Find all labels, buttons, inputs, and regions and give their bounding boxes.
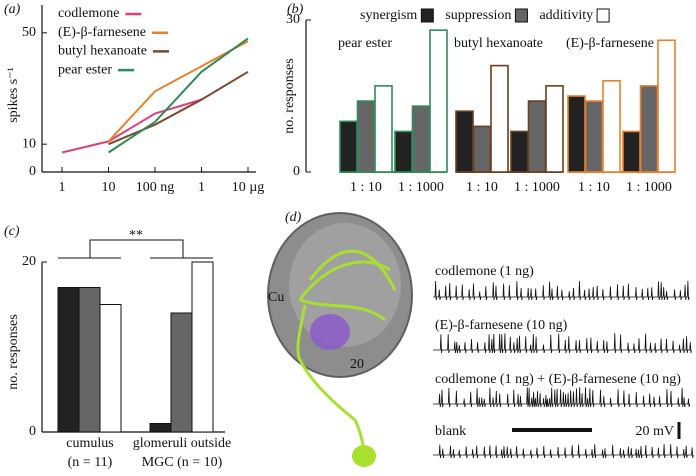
bar	[545, 85, 564, 173]
x-tick-label: 1	[198, 180, 205, 195]
legend-swatch	[420, 8, 434, 23]
bar	[584, 100, 604, 173]
y-axis-label: no. responses	[282, 58, 297, 133]
x-tick-label: 1 : 10	[466, 180, 498, 195]
x-tick-label: 10 µg	[232, 180, 265, 195]
bar	[622, 130, 641, 173]
legend-label: additivity	[539, 8, 593, 23]
bar	[602, 80, 621, 173]
neuron-image: Cu 20	[267, 212, 413, 467]
y-tick-label: 0	[29, 164, 36, 179]
soma	[352, 445, 376, 467]
bar	[490, 64, 509, 173]
y-tick-label: 0	[293, 164, 300, 179]
x-tick-label: 1 : 1000	[514, 180, 560, 195]
legend-label: pear ester	[58, 62, 112, 77]
x-tick-label: 1 : 1000	[398, 180, 444, 195]
significance-bracket	[58, 239, 213, 259]
bar	[149, 423, 172, 433]
series-line	[61, 98, 202, 154]
bar	[170, 312, 193, 433]
legend-label: (E)-β-farnesene	[58, 25, 146, 40]
x-tick-label: 1 : 1000	[626, 180, 672, 195]
x-tick-label: 1 : 10	[578, 180, 610, 195]
bar	[657, 39, 676, 173]
bar	[510, 130, 529, 173]
brain-inner	[289, 223, 401, 347]
trace	[433, 280, 690, 301]
bar	[472, 125, 492, 173]
trace	[433, 333, 692, 354]
x-tick-label: 1 : 10	[350, 180, 382, 195]
trace-label: blank	[435, 424, 466, 439]
y-tick-label: 0	[29, 424, 36, 439]
trace-label: (E)-β-farnesene (10 ng)	[435, 318, 568, 333]
bar	[78, 287, 101, 433]
panel-label: (c)	[4, 224, 20, 239]
trace	[433, 444, 694, 459]
x-tick-note: MGC (n = 10)	[142, 455, 223, 470]
y-axis-label: spikes s⁻¹	[6, 67, 21, 123]
annotation: **	[129, 228, 143, 243]
bar	[411, 105, 431, 173]
x-tick-label: cumulus	[66, 436, 113, 451]
bar	[339, 120, 358, 173]
trace-label: codlemone (1 ng)	[435, 264, 534, 279]
legend-swatch	[596, 8, 610, 23]
bar	[429, 29, 448, 173]
series-line	[107, 40, 249, 143]
group-title: butyl hexanoate	[454, 36, 543, 51]
x-tick-label: 1	[59, 180, 66, 195]
legend-swatch	[514, 8, 528, 23]
image-label: Cu	[268, 290, 284, 305]
scale-label: 20 mV	[636, 424, 675, 439]
bar	[191, 261, 214, 433]
x-tick-note: (n = 11)	[68, 455, 113, 470]
bar	[639, 85, 659, 173]
x-tick-label: glomeruli outside	[133, 436, 231, 451]
trace	[433, 387, 691, 408]
x-tick-label: 10	[102, 180, 116, 195]
bar	[374, 85, 393, 173]
legend-label: codlemone	[58, 6, 119, 21]
y-tick-label: 20	[22, 254, 36, 269]
purple-region	[310, 314, 350, 350]
bar	[567, 95, 586, 173]
neurites	[296, 249, 397, 451]
stimulus-bar	[512, 428, 592, 432]
x-tick-label: 100 ng	[136, 180, 175, 195]
trace-label: codlemone (1 ng) + (E)-β-farnesene (10 n…	[435, 372, 681, 387]
panel-label: (b)	[287, 2, 304, 17]
bar	[356, 100, 376, 173]
bar	[455, 110, 474, 173]
series-line	[108, 70, 249, 146]
legend-label: suppression	[445, 8, 511, 23]
y-tick-label: 10	[22, 136, 36, 151]
y-tick-label: 50	[22, 25, 36, 40]
series-line	[107, 37, 249, 154]
bar	[99, 304, 122, 433]
panel-label: (a)	[4, 2, 21, 17]
legend-label: synergism	[360, 8, 417, 23]
bar	[527, 100, 547, 173]
legend-label: butyl hexanoate	[58, 44, 147, 59]
image-label: 20	[350, 357, 364, 372]
bar	[394, 130, 413, 173]
group-title: pear ester	[338, 36, 392, 51]
y-axis-label: no. responses	[6, 314, 21, 389]
y-tick-label: 30	[286, 12, 300, 27]
panel-label: (d)	[285, 210, 302, 225]
group-title: (E)-β-farnesene	[566, 36, 654, 51]
bar	[57, 287, 80, 433]
